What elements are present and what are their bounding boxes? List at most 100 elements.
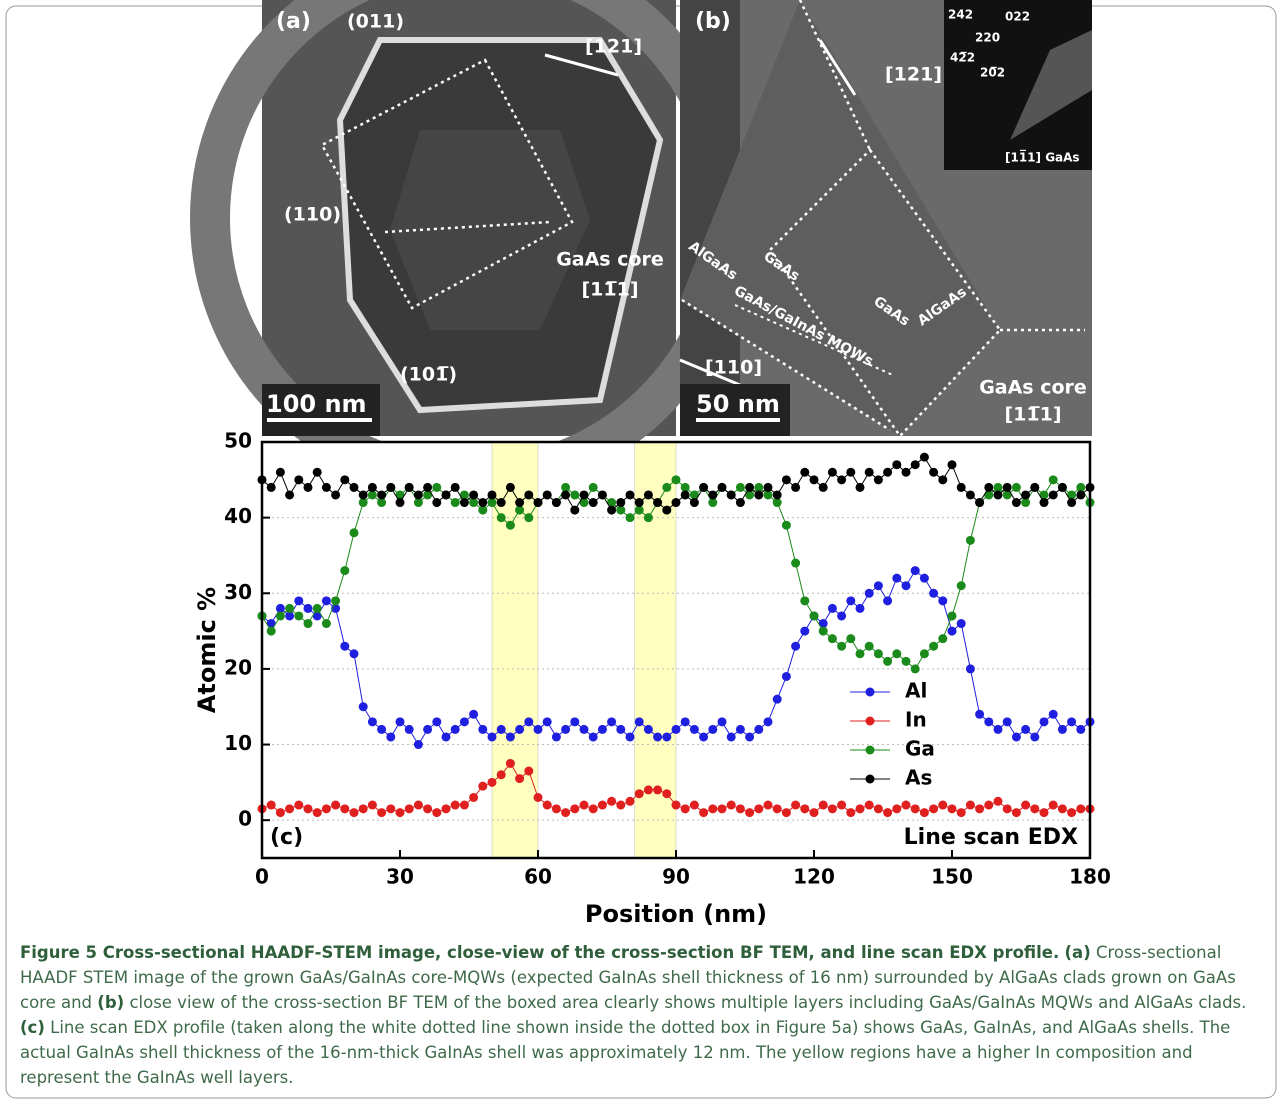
data-point [414, 490, 423, 499]
data-point [975, 498, 984, 507]
data-point [1076, 725, 1085, 734]
data-point [405, 483, 414, 492]
data-point [736, 725, 745, 734]
data-point [828, 804, 837, 813]
data-point [653, 498, 662, 507]
x-axis-label: Position (nm) [585, 900, 767, 928]
data-point [690, 725, 699, 734]
data-point [1076, 804, 1085, 813]
x-tick-label: 180 [1069, 865, 1111, 889]
data-point [902, 468, 911, 477]
data-point [1021, 490, 1030, 499]
data-point [782, 808, 791, 817]
data-point [340, 642, 349, 651]
zone-label: [11̅1] GaAs [1005, 150, 1080, 164]
data-point [543, 490, 552, 499]
data-point [368, 801, 377, 810]
spot-label: 20̅2 [980, 66, 1005, 80]
x-tick-label: 90 [662, 865, 690, 889]
data-point [570, 490, 579, 499]
data-point [938, 596, 947, 605]
data-point [791, 801, 800, 810]
data-point [386, 732, 395, 741]
page: (a) (011) [121] (110) GaAs core [11̅1] (… [0, 0, 1282, 1105]
data-point [304, 619, 313, 628]
data-point [285, 604, 294, 613]
panel-b: (b) [121] AlGaAs GaAs GaAs/GaInAs MQWs G… [680, 0, 1092, 436]
data-point [451, 801, 460, 810]
legend-label: In [905, 708, 927, 732]
data-point [736, 804, 745, 813]
data-point [837, 642, 846, 651]
data-point [699, 808, 708, 817]
data-point [865, 468, 874, 477]
data-point [350, 483, 359, 492]
data-point [662, 789, 671, 798]
spot-label: 022 [1005, 10, 1030, 24]
data-point [644, 725, 653, 734]
data-point [460, 801, 469, 810]
core-label: GaAs core [979, 377, 1087, 399]
data-point [892, 460, 901, 469]
x-tick-label: 60 [524, 865, 552, 889]
data-point [478, 725, 487, 734]
data-point [966, 536, 975, 545]
data-point [267, 627, 276, 636]
data-point [727, 490, 736, 499]
data-point [432, 483, 441, 492]
data-point [1058, 804, 1067, 813]
data-point [984, 483, 993, 492]
data-point [957, 619, 966, 628]
data-point [764, 717, 773, 726]
data-point [386, 483, 395, 492]
data-point [414, 740, 423, 749]
data-point [902, 801, 911, 810]
data-point [534, 793, 543, 802]
data-point [782, 672, 791, 681]
data-point [1012, 732, 1021, 741]
data-point [1040, 717, 1049, 726]
data-point [1040, 808, 1049, 817]
data-point [856, 604, 865, 613]
core-label: GaAs core [556, 249, 664, 271]
data-point [534, 725, 543, 734]
data-point [865, 589, 874, 598]
data-point [432, 498, 441, 507]
data-point [644, 513, 653, 522]
data-point [708, 725, 717, 734]
data-point [340, 566, 349, 575]
data-point [368, 717, 377, 726]
data-point [524, 717, 533, 726]
y-tick-label: 10 [224, 731, 252, 755]
data-point [552, 732, 561, 741]
data-point [589, 804, 598, 813]
data-point [340, 804, 349, 813]
facet: (011) [347, 11, 404, 33]
data-point [856, 804, 865, 813]
data-point [543, 717, 552, 726]
data-point [883, 468, 892, 477]
data-point [754, 490, 763, 499]
legend-marker [866, 746, 875, 755]
data-point [350, 528, 359, 537]
data-point [672, 498, 681, 507]
data-point [626, 513, 635, 522]
data-point [598, 725, 607, 734]
data-point [1003, 483, 1012, 492]
data-point [681, 717, 690, 726]
data-point [662, 506, 671, 515]
data-point [911, 460, 920, 469]
data-point [902, 657, 911, 666]
data-point [607, 506, 616, 515]
data-point [304, 604, 313, 613]
data-point [948, 804, 957, 813]
data-point [396, 717, 405, 726]
data-point [313, 604, 322, 613]
data-point [1067, 808, 1076, 817]
data-point [451, 498, 460, 507]
data-point [313, 468, 322, 477]
data-point [561, 725, 570, 734]
data-point [984, 717, 993, 726]
data-point [488, 732, 497, 741]
